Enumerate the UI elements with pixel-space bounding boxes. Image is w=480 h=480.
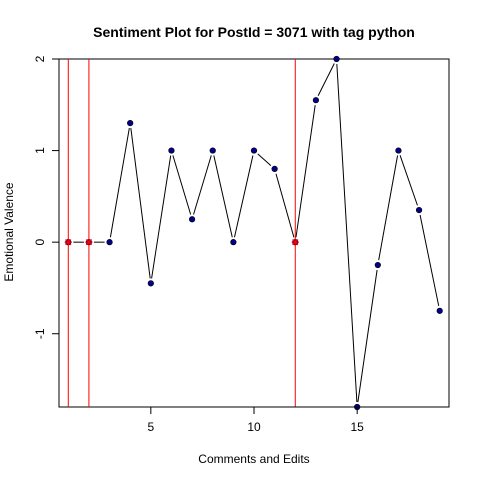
x-tick-label: 5 xyxy=(147,420,154,434)
axes-layer: 5 10 15 -1 0 1 2 xyxy=(33,55,364,434)
data-point xyxy=(374,261,381,269)
series-line-segment xyxy=(213,155,233,238)
series-line-layer xyxy=(73,63,440,403)
y-tick-label: 2 xyxy=(33,55,47,62)
series-line-segment xyxy=(357,269,378,403)
series-line-segment xyxy=(336,63,358,403)
data-point xyxy=(250,147,258,154)
edit-marker-stroke xyxy=(292,239,299,246)
edit-lines-layer xyxy=(67,59,296,407)
edit-marker-stroke xyxy=(65,239,72,246)
y-axis-label: Emotional Valence xyxy=(2,182,16,281)
x-tick-label: 15 xyxy=(350,420,364,434)
y-tick-label: -1 xyxy=(33,328,47,339)
plot-frame xyxy=(58,58,450,408)
data-point xyxy=(312,97,320,104)
data-points-layer xyxy=(64,55,443,411)
x-tick-label: 10 xyxy=(247,420,261,434)
series-line-segment xyxy=(109,127,130,238)
series-line-segment xyxy=(275,173,295,238)
series-line-segment xyxy=(317,63,335,96)
y-tick-label: 1 xyxy=(33,147,47,154)
edit-marker xyxy=(291,238,299,246)
data-point xyxy=(127,120,134,127)
chart-title: Sentiment Plot for PostId = 3071 with ta… xyxy=(93,24,415,40)
series-line-segment xyxy=(172,155,192,215)
y-tick-label: 0 xyxy=(33,239,47,246)
series-line-segment xyxy=(130,128,151,279)
series-line-segment xyxy=(419,214,440,307)
data-point xyxy=(395,147,402,154)
edit-marker xyxy=(85,238,93,246)
data-point xyxy=(188,216,196,223)
data-point xyxy=(436,307,443,314)
series-line-segment xyxy=(378,155,399,261)
data-point xyxy=(168,147,175,154)
series-line-segment xyxy=(233,155,254,238)
x-axis-label: Comments and Edits xyxy=(198,452,309,466)
data-point xyxy=(333,55,340,63)
series-line-segment xyxy=(295,105,316,238)
series-line-segment xyxy=(151,155,172,279)
data-point xyxy=(147,280,154,287)
data-point xyxy=(271,165,278,172)
data-point xyxy=(209,147,216,154)
series-line-segment xyxy=(193,155,212,215)
data-point xyxy=(230,239,237,246)
data-point xyxy=(415,207,423,214)
edit-marker-stroke xyxy=(85,239,93,246)
series-line-segment xyxy=(257,153,272,166)
edit-marker xyxy=(64,238,72,246)
series-line-segment xyxy=(399,155,418,206)
data-point xyxy=(106,239,113,246)
